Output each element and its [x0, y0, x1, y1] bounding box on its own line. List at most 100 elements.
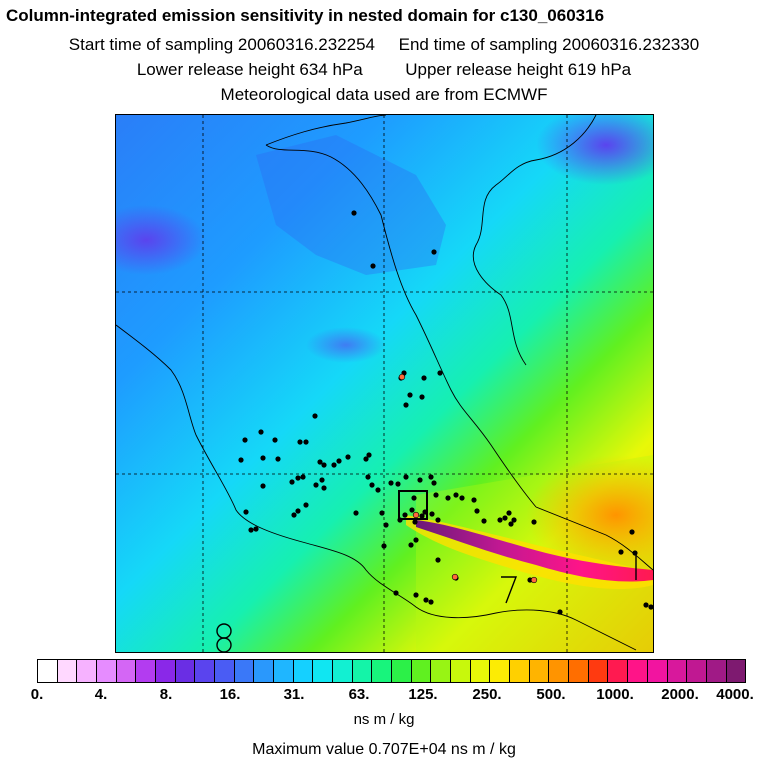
station-point: [369, 482, 375, 488]
station-point: [303, 502, 309, 508]
start-time: Start time of sampling 20060316.232254: [68, 35, 376, 54]
colorbar-tick: 500.: [536, 686, 566, 703]
station-point: [331, 462, 337, 468]
station-point: [260, 455, 266, 461]
colorbar-tick: 1000.: [596, 686, 634, 703]
colorbar-swatch: [687, 660, 707, 682]
station-point: [258, 429, 264, 435]
station-point: [403, 402, 409, 408]
colorbar-swatch: [254, 660, 275, 682]
station-point: [407, 392, 413, 398]
station-point: [497, 517, 503, 523]
station-point: [253, 526, 259, 532]
colorbar-swatch: [38, 660, 58, 682]
colorbar-swatch: [175, 660, 196, 682]
colorbar-swatch: [470, 660, 491, 682]
station-point: [413, 592, 419, 598]
colorbar-swatch: [136, 660, 157, 682]
station-point: [508, 521, 514, 527]
contour-labels: [216, 555, 637, 652]
colorbar-swatch: [490, 660, 511, 682]
station-point: [643, 602, 649, 608]
station-point: [417, 477, 423, 483]
station-point: [317, 459, 323, 465]
station-point: [431, 480, 437, 486]
colorbar-swatch: [116, 660, 137, 682]
colorbar-swatch: [372, 660, 393, 682]
colorbar-swatch: [628, 660, 648, 682]
colorbar-swatch: [293, 660, 314, 682]
station-point: [319, 477, 325, 483]
colorbar-swatch: [529, 660, 550, 682]
colorbar-swatch: [569, 660, 589, 682]
station-point: [272, 437, 278, 443]
release-heights: Lower release height 634 hPa Upper relea…: [0, 60, 768, 80]
highlighted-station-point: [398, 373, 406, 381]
station-point: [413, 537, 419, 543]
colorbar-tick: 4000.: [716, 686, 754, 703]
station-point: [379, 510, 385, 516]
sampling-times: Start time of sampling 20060316.232254 E…: [0, 35, 768, 55]
colorbar-tick: 0.: [30, 686, 44, 703]
station-point: [428, 474, 434, 480]
station-point: [295, 475, 301, 481]
sensitivity-field: [116, 115, 653, 652]
station-point: [300, 474, 306, 480]
station-point: [445, 495, 451, 501]
colorbar-swatch: [726, 660, 746, 682]
station-point: [313, 482, 319, 488]
colorbar-swatch: [97, 660, 117, 682]
colorbar-swatch: [706, 660, 727, 682]
station-point: [291, 512, 297, 518]
contour-label-8: [216, 623, 232, 652]
colorbar-swatch: [333, 660, 353, 682]
station-point: [321, 485, 327, 491]
colorbar-swatch: [588, 660, 609, 682]
colorbar-swatch: [352, 660, 373, 682]
station-point: [435, 557, 441, 563]
station-point: [632, 550, 638, 556]
observation-points: [238, 210, 653, 615]
station-point: [412, 519, 418, 525]
colorbar-swatch: [549, 660, 570, 682]
station-point: [303, 439, 309, 445]
met-data-source: Meteorological data used are from ECMWF: [220, 85, 548, 104]
colorbar-swatch: [77, 660, 98, 682]
colorbar-tick: 16.: [219, 686, 241, 703]
station-point: [474, 508, 480, 514]
colorbar-tick: 2000.: [661, 686, 699, 703]
sensitivity-map: [115, 114, 654, 653]
colorbar-swatch: [392, 660, 412, 682]
station-point: [629, 529, 635, 535]
station-point: [648, 604, 653, 610]
colorbar-swatch: [215, 660, 235, 682]
station-point: [383, 522, 389, 528]
colorbar-swatch: [431, 660, 452, 682]
colorbar-swatch: [57, 660, 78, 682]
colorbar-swatch: [234, 660, 255, 682]
colorbar-swatch: [451, 660, 471, 682]
colorbar-tick: 4.: [94, 686, 108, 703]
station-point: [423, 597, 429, 603]
colorbar-swatch: [608, 660, 629, 682]
station-point: [428, 599, 434, 605]
colorbar-swatch: [647, 660, 668, 682]
station-point: [336, 458, 342, 464]
maximum-value: Maximum value 0.707E+04 ns m / kg: [252, 741, 516, 758]
station-point: [437, 370, 443, 376]
station-point: [363, 456, 369, 462]
station-point: [353, 510, 359, 516]
station-point: [365, 474, 371, 480]
station-point: [351, 210, 357, 216]
upper-release: Upper release height 619 hPa: [405, 60, 632, 79]
station-point: [435, 517, 441, 523]
station-point: [393, 590, 399, 596]
station-point: [345, 454, 351, 460]
station-point: [395, 481, 401, 487]
colorbar-swatch: [510, 660, 530, 682]
station-point: [409, 507, 415, 513]
colorbar-swatch: [195, 660, 216, 682]
station-point: [366, 452, 372, 458]
station-point: [375, 487, 381, 493]
colorbar-units: ns m / kg: [353, 711, 415, 728]
